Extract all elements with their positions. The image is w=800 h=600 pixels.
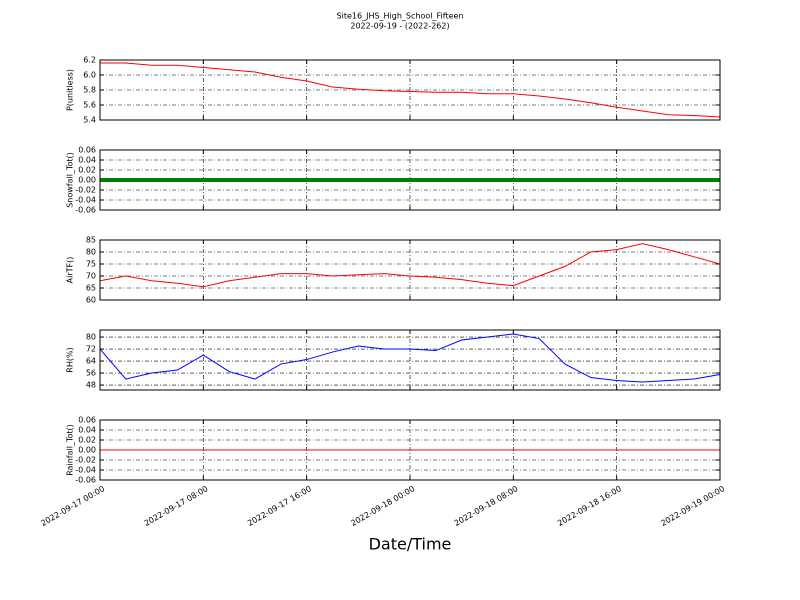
- data-line: [99, 333, 721, 383]
- y-tick-label: 0.00: [78, 446, 96, 455]
- y-tick-label: 5.6: [83, 101, 96, 110]
- plot-frame: [99, 419, 721, 481]
- data-line: [100, 62, 721, 118]
- y-tick-label: 0.06: [78, 416, 96, 425]
- y-tick-label: 5.8: [83, 86, 96, 95]
- y-tick-label: 70: [86, 272, 96, 281]
- y-axis-label: RH(%): [66, 347, 75, 372]
- y-tick-label: 65: [86, 284, 96, 293]
- y-tick-label: 0.02: [78, 436, 96, 445]
- y-axis-label: AirTF(): [66, 257, 75, 284]
- plot-frame: [99, 149, 721, 211]
- y-tick-label: -0.04: [75, 466, 96, 475]
- y-tick-label: 64: [86, 357, 96, 366]
- y-tick-label: -0.04: [75, 196, 96, 205]
- y-tick-label: -0.02: [75, 186, 96, 195]
- y-axis-label: Snowfall_Tot(): [66, 152, 75, 208]
- y-tick-label: -0.06: [75, 476, 96, 485]
- chart-title: Site16_JHS_High_School_Fifteen: [337, 12, 464, 21]
- y-tick-label: -0.02: [75, 456, 96, 465]
- y-tick-label: 0.02: [78, 166, 96, 175]
- y-axis-label: Rainfall_Tot(): [66, 424, 75, 476]
- y-tick-label: 6.2: [83, 56, 96, 65]
- y-tick-label: 60: [86, 296, 96, 305]
- plot-frame: [99, 329, 721, 391]
- y-tick-label: 0.06: [78, 146, 96, 155]
- y-tick-label: 72: [86, 345, 96, 354]
- y-tick-label: 5.4: [83, 116, 96, 125]
- data-line: [99, 243, 721, 288]
- chart-subtitle: 2022-09-19 - (2022-262): [350, 22, 449, 31]
- y-tick-label: 85: [86, 236, 96, 245]
- y-tick-label: 56: [86, 369, 96, 378]
- y-tick-label: 0.04: [78, 426, 96, 435]
- plot-frame: [99, 239, 721, 301]
- y-tick-label: 80: [86, 248, 96, 257]
- plot-frame: [99, 59, 721, 121]
- x-axis-label: Date/Time: [369, 535, 452, 554]
- y-tick-label: 6.0: [83, 71, 96, 80]
- y-tick-label: 75: [86, 260, 96, 269]
- y-axis-label: P(unitless): [66, 69, 75, 111]
- y-tick-label: 48: [86, 381, 96, 390]
- y-tick-label: 80: [86, 333, 96, 342]
- y-tick-label: 0.00: [78, 176, 96, 185]
- y-tick-label: 0.04: [78, 156, 96, 165]
- y-tick-label: -0.06: [75, 206, 96, 215]
